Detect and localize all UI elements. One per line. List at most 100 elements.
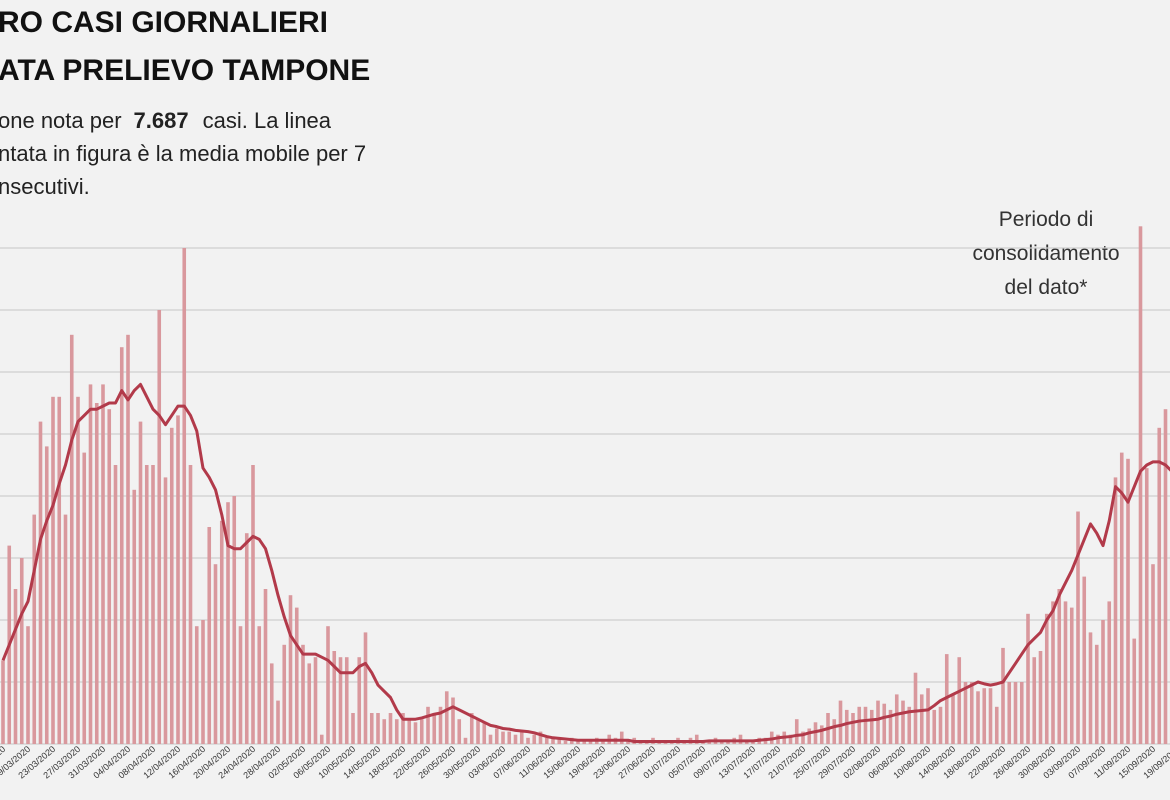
subtitle-text: casi. La linea [203,108,332,133]
bar [501,731,505,744]
bar [69,334,74,744]
bar [19,558,24,744]
bar [576,740,580,744]
bar [301,644,305,744]
bar [776,734,780,744]
bar [1113,477,1118,744]
bar [544,737,549,744]
bar [394,719,399,744]
bar [313,657,318,744]
bar [294,607,299,744]
bar [401,713,405,744]
bar [101,384,105,744]
bar [63,514,68,744]
bar [1088,632,1093,744]
bar [1151,564,1155,744]
bar [326,626,330,744]
bar [44,446,49,744]
bar [1163,409,1168,744]
bar [938,706,943,744]
bar [857,706,862,744]
bar [1019,682,1024,744]
bar [257,626,262,744]
bar [126,334,130,744]
subtitle: nsecutivi. [0,174,90,199]
bar [144,465,149,744]
bar [26,626,30,744]
bar [1,660,5,744]
bar [1013,682,1018,744]
bar [13,589,18,744]
bar [982,688,987,744]
bar [194,626,199,744]
bar [588,740,593,744]
bar [1094,644,1099,744]
bar [601,740,605,744]
bar [288,595,293,744]
bar [794,719,799,744]
bar [626,740,630,744]
bar [344,657,349,744]
bar [888,709,893,744]
bar [1069,607,1074,744]
bar [38,421,43,744]
bar [1063,601,1068,744]
annotation: consolidamento [972,242,1119,265]
bar [157,310,162,744]
annotation: del dato* [1005,276,1088,299]
subtitle-text: one nota per [0,108,122,133]
bar [557,737,562,744]
bar [132,489,137,744]
bar [432,713,437,744]
bar [244,533,249,744]
bar [619,731,624,744]
bar [269,663,274,744]
bar [819,725,824,744]
bar [694,734,699,744]
bar [751,740,755,744]
annotation: Periodo di [999,208,1094,231]
bar [469,713,474,744]
bar [213,564,218,744]
bar [551,737,555,744]
bar [513,734,518,744]
bar [1076,511,1080,744]
bar [813,722,818,744]
bar [563,740,568,744]
bar [788,734,793,744]
bar [376,713,380,744]
bar [76,396,80,744]
bar [1157,427,1162,744]
bar [113,465,118,744]
bar [951,694,955,744]
bar [1057,589,1062,744]
bar [438,706,443,744]
bar [863,706,868,744]
bar [1138,226,1143,745]
bar [1007,682,1012,744]
bar [707,740,712,744]
chart-title: RO CASI GIORNALIERI [0,6,328,39]
subtitle-count: 7.687 [134,108,189,133]
bar [1001,647,1005,744]
bar [32,514,37,744]
bar [51,396,55,744]
subtitle: one nota per 7.687 casi. La linea [0,108,332,133]
bar [801,731,805,744]
bar [369,713,374,744]
chart-title: ATA PRELIEVO TAMPONE [0,54,370,87]
bar [932,709,937,744]
bar [838,700,843,744]
bar [1126,458,1130,744]
bar [263,589,268,744]
bar [913,672,918,744]
bar [94,403,99,744]
bar [1082,576,1087,744]
bar [1107,601,1112,744]
bar [82,452,87,744]
bar [57,396,62,744]
bar [188,465,193,744]
bar [894,694,899,744]
bar [876,700,880,744]
bar [332,651,337,744]
